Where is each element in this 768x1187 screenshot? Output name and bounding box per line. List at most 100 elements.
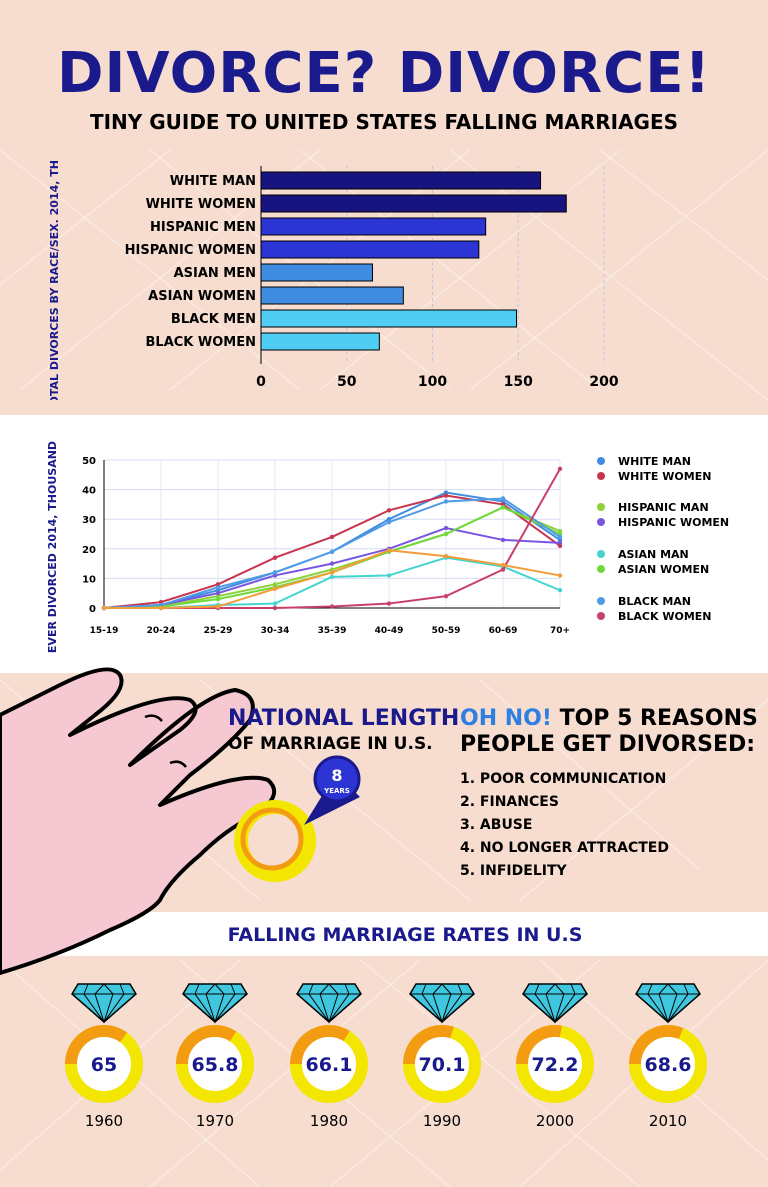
line-xtick-label: 20-24 — [147, 626, 176, 636]
bar-category-label: BLACK MEN — [171, 312, 256, 327]
rate-graphic: 72.2 — [516, 983, 594, 1103]
rate-item: 68.6 — [613, 982, 723, 1111]
years-badge: 8 YEARS — [304, 755, 361, 825]
rate-graphic: 65.8 — [176, 983, 254, 1103]
bar — [260, 286, 404, 305]
diamond-icon — [635, 983, 701, 1024]
rate-year: 1990 — [422, 1112, 462, 1130]
line-point — [272, 586, 278, 591]
line-point — [557, 466, 563, 472]
rate-value: 70.1 — [419, 1054, 466, 1076]
bar-category-label: BLACK WOMEN — [146, 335, 256, 350]
line-point — [443, 554, 449, 559]
line-point — [443, 593, 449, 599]
legend-swatch — [597, 457, 605, 465]
line-point — [500, 567, 506, 572]
line-point — [386, 573, 392, 578]
bar — [260, 309, 518, 328]
bar — [260, 217, 487, 236]
line-point — [215, 596, 221, 602]
rate-item: 70.1 — [387, 982, 497, 1111]
ring-center — [415, 1037, 469, 1091]
line-xtick-label: 30-34 — [261, 626, 290, 636]
line-ytick-label: 50 — [82, 456, 96, 467]
hand-shape — [0, 667, 277, 975]
bar — [260, 332, 380, 351]
line-point — [386, 548, 392, 553]
rate-graphic: 65 — [65, 983, 143, 1103]
ring-center — [641, 1037, 695, 1091]
hand-illustration: 8 YEARS — [0, 667, 361, 975]
rate-year: 1970 — [195, 1112, 235, 1130]
length-heading-line2: OF MARRIAGE IN U.S. — [228, 734, 433, 754]
ring-fill — [516, 1025, 594, 1103]
rate-item: 65.8 — [160, 982, 270, 1111]
line-point — [329, 570, 335, 575]
legend-label: ASIAN WOMEN — [618, 563, 709, 576]
bar-tick-label: 50 — [337, 374, 357, 390]
legend-label: BLACK MAN — [618, 595, 691, 608]
legend-swatch — [597, 565, 605, 573]
line-xtick-label: 15-19 — [90, 626, 119, 636]
line-xtick-label: 50-59 — [432, 626, 461, 636]
line-point — [272, 570, 278, 575]
rate-value: 65.8 — [192, 1054, 239, 1076]
rate-year: 2010 — [648, 1112, 688, 1130]
ring-fill — [629, 1025, 707, 1103]
line-point — [272, 605, 278, 611]
line-point — [329, 549, 335, 554]
legend-swatch — [597, 550, 605, 558]
line-ytick-label: 10 — [82, 574, 96, 585]
line-chart-ylabel: EVER DIVORCED 2014, THOUSAND — [46, 441, 59, 653]
page-subtitle: TINY GUIDE TO UNITED STATES FALLING MARR… — [89, 110, 679, 134]
bar-category-label: HISPANIC WOMEN — [125, 243, 256, 258]
line-xtick-label: 25-29 — [204, 626, 233, 636]
legend-swatch — [597, 503, 605, 511]
rate-graphic: 70.1 — [403, 983, 481, 1103]
line-point — [386, 508, 392, 513]
diamond-icon — [522, 983, 588, 1024]
line-point — [443, 499, 449, 504]
rate-item: 72.2 — [500, 982, 610, 1111]
legend-label: BLACK WOMEN — [618, 610, 711, 623]
line-point — [272, 555, 278, 560]
rate-value: 65 — [91, 1054, 117, 1076]
line-point — [215, 591, 221, 596]
rate-value: 66.1 — [306, 1054, 353, 1076]
line-point — [386, 519, 392, 525]
line-point — [158, 605, 164, 611]
knuckle-line — [169, 760, 187, 768]
bar — [260, 171, 542, 190]
length-heading-line1: NATIONAL LENGTH — [228, 706, 460, 731]
line-point — [557, 540, 563, 546]
rate-value: 68.6 — [645, 1054, 692, 1076]
bar-category-label: WHITE MAN — [170, 174, 256, 189]
ring-center — [528, 1037, 582, 1091]
line-point — [443, 525, 449, 531]
line-point — [500, 505, 506, 510]
rate-graphic: 68.6 — [629, 983, 707, 1103]
ring-fill — [65, 1025, 143, 1103]
bar-tick-label: 100 — [418, 374, 447, 390]
legend-label: WHITE WOMEN — [618, 470, 711, 483]
line-point — [500, 496, 506, 501]
line-chart-band — [0, 415, 768, 673]
reasons-heading-rest: TOP 5 REASONS — [551, 706, 758, 731]
line-xtick-label: 70+ — [550, 626, 570, 636]
legend-swatch — [597, 472, 605, 480]
diamond-icon — [296, 983, 362, 1024]
reasons-heading-accent: OH NO! — [460, 706, 552, 731]
bar-tick-label: 200 — [589, 374, 618, 390]
ring-fill — [176, 1025, 254, 1103]
line-point — [500, 537, 506, 543]
line-ytick-label: 0 — [89, 604, 96, 615]
ring-fill — [290, 1025, 368, 1103]
bar-chart: TOTAL DIVORCES BY RACE/SEX. 2014, THOUSA… — [48, 160, 619, 400]
line-point — [329, 604, 335, 609]
reason-item: 1. POOR COMMUNICATION — [460, 771, 667, 787]
line-xtick-label: 35-39 — [318, 626, 347, 636]
reason-item: 3. ABUSE — [460, 817, 533, 833]
rate-item: 66.1 — [274, 982, 384, 1111]
legend-label: HISPANIC MAN — [618, 501, 709, 514]
